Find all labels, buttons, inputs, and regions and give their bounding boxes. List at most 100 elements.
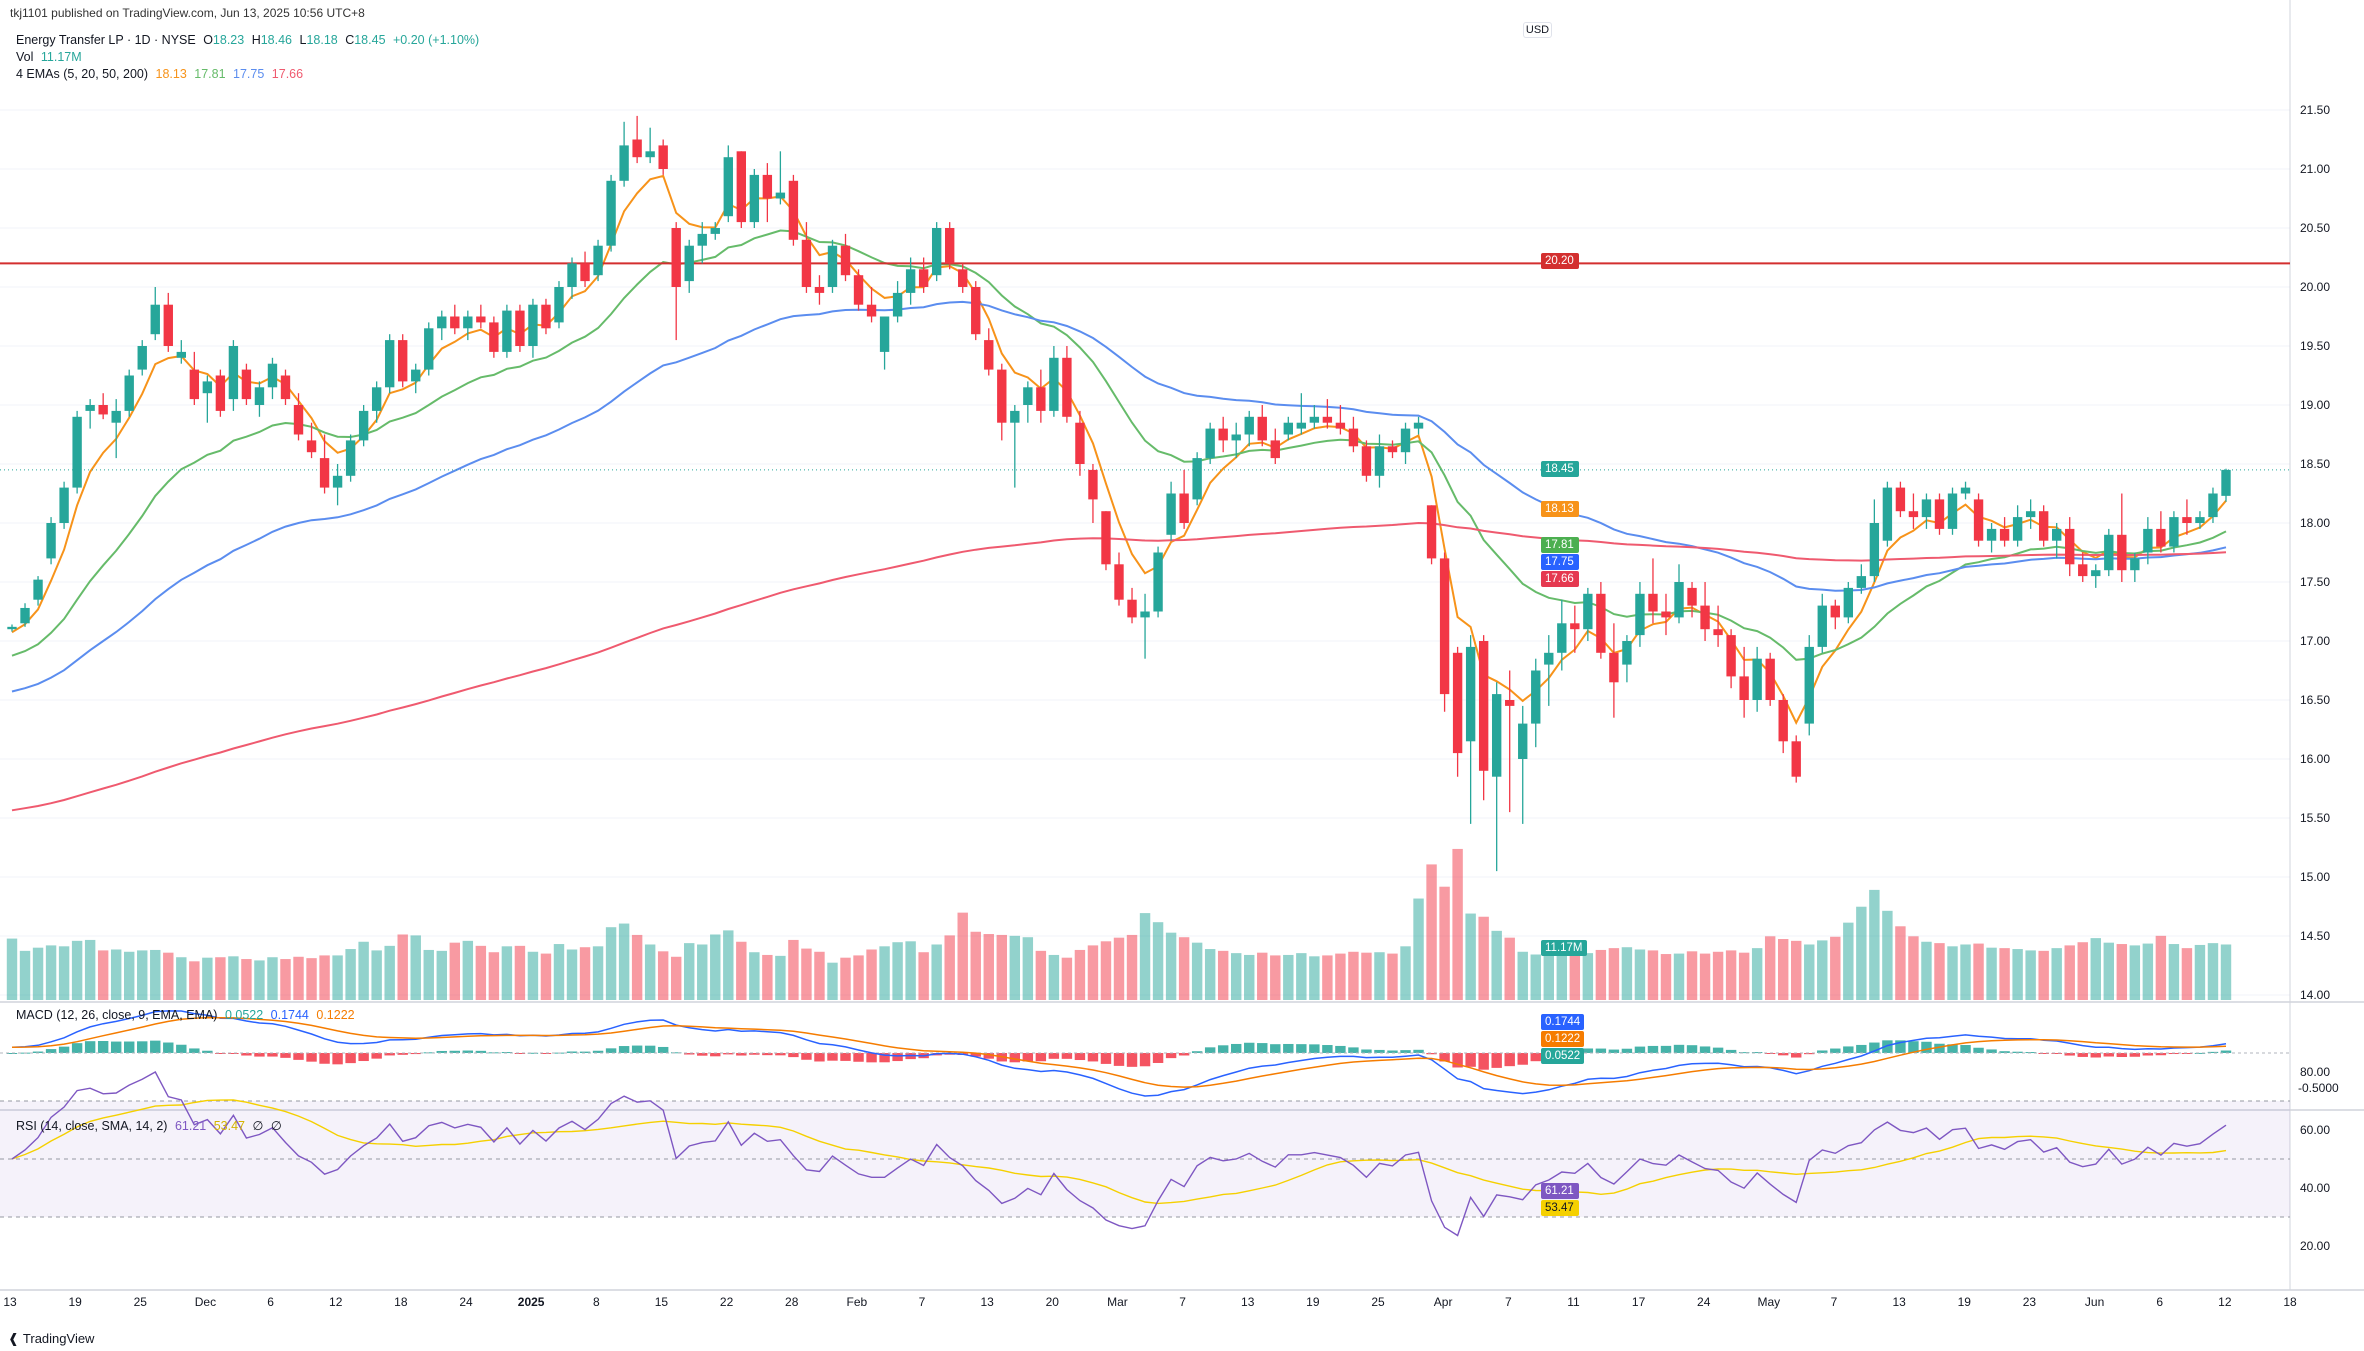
volume-bar <box>1608 948 1620 1000</box>
ema50-value: 17.75 <box>233 67 265 81</box>
rsi-sma-line <box>11 1099 2227 1205</box>
macd-histogram-bar <box>345 1053 356 1064</box>
macd-histogram-bar <box>605 1048 617 1053</box>
candle-body <box>1257 416 1267 441</box>
volume-bar <box>1804 944 1815 1000</box>
time-axis-label: 20 <box>1046 1295 1060 1309</box>
macd-histogram-bar <box>1426 1053 1437 1055</box>
volume-bar <box>1895 926 1906 1000</box>
volume-bar <box>775 955 786 1000</box>
macd-histogram-bar <box>1452 1053 1463 1068</box>
macd-histogram-bar <box>267 1053 278 1057</box>
volume-bar <box>475 945 487 1000</box>
volume-bar <box>84 939 96 1000</box>
candle-body <box>2117 534 2127 571</box>
last-price-badge: 18.45 <box>1541 461 1579 477</box>
volume-bar <box>931 944 942 1000</box>
candle-body <box>2143 528 2153 553</box>
volume-bar <box>6 938 18 1000</box>
volume-bar <box>814 951 825 1000</box>
candle-body <box>958 269 968 287</box>
macd-histogram-bar <box>2116 1053 2128 1057</box>
low-value: 18.18 <box>306 33 338 47</box>
macd-histogram-bar <box>1738 1052 1750 1054</box>
macd-histogram-bar <box>319 1053 330 1064</box>
volume-bar <box>1921 941 1932 1000</box>
volume-bar <box>397 934 408 1000</box>
volume-bar <box>2064 945 2075 1000</box>
macd-histogram-bar <box>2090 1053 2101 1058</box>
candle-body <box>20 607 30 624</box>
time-axis-label: 15 <box>655 1295 669 1309</box>
macd-histogram-bar <box>749 1053 760 1055</box>
candle-body <box>1192 458 1202 500</box>
candle-body <box>332 475 343 488</box>
volume-bar <box>631 934 643 1000</box>
tradingview-logo[interactable]: ❰ TradingView <box>8 1331 95 1346</box>
macd-histogram-bar <box>684 1053 695 1055</box>
volume-bar <box>1478 916 1489 1000</box>
candle-body <box>2052 528 2062 541</box>
volume-bar <box>45 945 57 1000</box>
candle-body <box>1752 658 1762 700</box>
volume-bar <box>1165 932 1177 1000</box>
time-axis-label: 19 <box>68 1295 82 1309</box>
candle-body <box>293 405 304 435</box>
candle-body <box>1283 422 1293 435</box>
volume-bar <box>957 912 968 1000</box>
volume-bar <box>1283 954 1294 1000</box>
volume-bar <box>514 945 526 1000</box>
macd-pane: -0.5000 <box>0 1010 2339 1097</box>
macd-legend: MACD (12, 26, close, 9, EMA, EMA) 0.0522… <box>16 1008 359 1022</box>
volume-bar <box>540 953 552 1000</box>
volume-bar <box>736 941 747 1000</box>
candle-body <box>1322 416 1333 423</box>
macd-histogram-bar <box>1374 1049 1385 1053</box>
macd-label: MACD (12, 26, close, 9, EMA, EMA) <box>16 1008 218 1022</box>
volume-bar <box>788 939 799 1000</box>
candle-body <box>2221 469 2231 496</box>
candle-body <box>111 410 121 423</box>
volume-bar <box>2142 943 2154 1000</box>
volume-bar <box>1244 954 1255 1000</box>
macd-histogram-bar <box>2168 1053 2180 1055</box>
macd-histogram-bar <box>1947 1044 1958 1053</box>
rsi-extra-2: ∅ <box>270 1119 282 1133</box>
volume-bar <box>1009 935 1021 1000</box>
volume-bar <box>449 942 461 1000</box>
macd-histogram-bar <box>410 1053 421 1055</box>
macd-histogram-bar <box>384 1053 395 1056</box>
volume-bar <box>1400 946 1411 1000</box>
candle-body <box>411 369 421 382</box>
macd-histogram-bar <box>970 1053 981 1057</box>
time-axis-label: May <box>1758 1295 1781 1309</box>
macd-histogram-bar <box>1504 1053 1515 1067</box>
macd-histogram-bar <box>1895 1040 1906 1053</box>
macd-histogram-bar <box>254 1053 265 1057</box>
candle-body <box>788 180 799 240</box>
macd-histogram-bar <box>1973 1047 1984 1053</box>
candle-body <box>2195 517 2205 523</box>
macd-histogram-bar <box>241 1053 252 1056</box>
currency-button[interactable]: USD <box>1523 22 1552 38</box>
candle-body <box>1570 623 1580 630</box>
macd-histogram-bar <box>2077 1053 2088 1057</box>
macd-histogram-bar <box>723 1053 734 1055</box>
volume-bar <box>319 955 330 1000</box>
volume-bar <box>1830 936 1841 1000</box>
macd-histogram-bar <box>1830 1048 1841 1053</box>
macd-histogram-bar <box>397 1053 408 1055</box>
macd-histogram-bar <box>1869 1042 1880 1053</box>
candle-body <box>1088 469 1098 500</box>
volume-bar <box>1960 944 1971 1000</box>
macd-histogram-bar <box>618 1046 630 1053</box>
macd-histogram-bar <box>1478 1053 1489 1070</box>
ema5-value: 18.13 <box>155 67 187 81</box>
time-axis-label: 28 <box>785 1295 799 1309</box>
candle-body <box>2012 517 2023 541</box>
candle-body <box>1465 646 1476 742</box>
macd-histogram-bar <box>332 1053 343 1065</box>
price-axis-tick: 18.50 <box>2300 457 2330 471</box>
price-axis-tick: 18.00 <box>2300 516 2330 530</box>
